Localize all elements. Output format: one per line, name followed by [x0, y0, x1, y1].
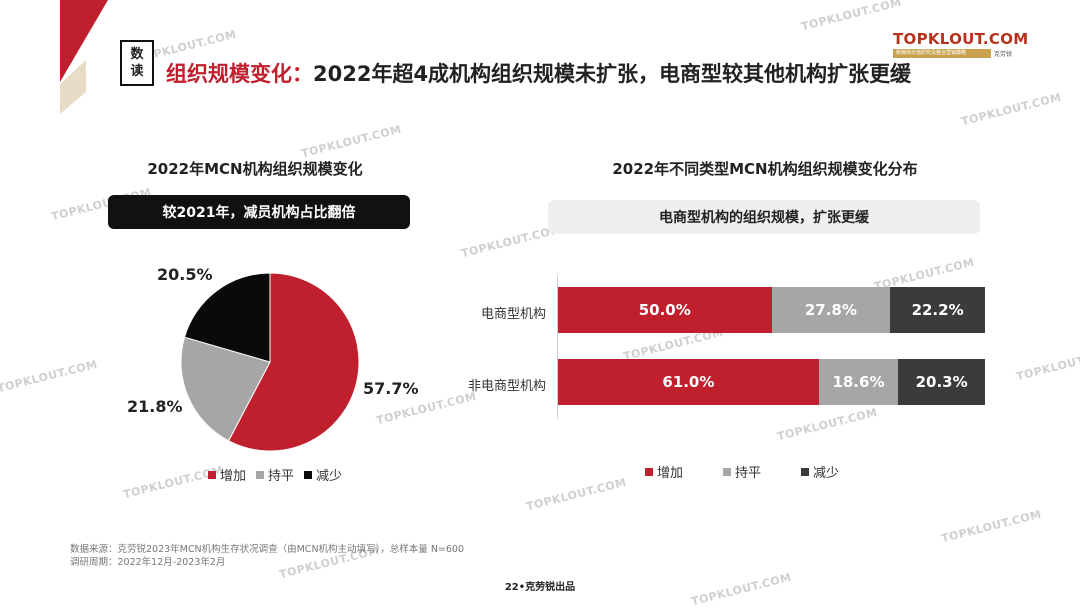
page-number: 22•克劳锐出品: [504, 582, 576, 593]
data-source-note: 数据来源：克劳锐2023年MCN机构生存状况调查（由MCN机构主动填写），总样本…: [70, 544, 465, 555]
category-axis-line: [557, 275, 558, 419]
legend-label: 持平: [268, 469, 295, 484]
legend-label: 持平: [735, 466, 762, 481]
survey-period-note: 调研周期：2022年12月-2023年2月: [70, 557, 226, 568]
legend-swatch-decrease: [801, 467, 810, 476]
pie-chart-callout: 较2021年，减员机构占比翻倍: [108, 195, 410, 229]
legend-item-flat: 持平: [723, 462, 761, 481]
category-label: 电商型机构: [480, 307, 546, 322]
bar-segment-decrease: 22.2%: [890, 287, 985, 333]
pie-slice-flat: [180, 336, 271, 442]
watermark: TOPKLOUT.COM: [939, 507, 1043, 546]
corner-decoration: [60, 0, 108, 114]
legend-item-decrease: 减少: [304, 465, 342, 484]
legend-item-decrease: 减少: [801, 462, 839, 481]
legend-label: 减少: [316, 469, 343, 484]
legend-swatch-flat: [723, 467, 732, 476]
legend-label: 减少: [813, 466, 840, 481]
watermark: TOPKLOUT.COM: [799, 0, 903, 34]
watermark: TOPKLOUT.COM: [959, 90, 1063, 129]
section-badge: 数 读: [120, 40, 154, 86]
bar-segment-decrease: 20.3%: [898, 359, 985, 405]
bar-chart-title: 2022年不同类型MCN机构组织规模变化分布: [612, 160, 918, 178]
pie-label-decrease: 20.5%: [157, 265, 213, 284]
legend-item-increase: 增加: [208, 465, 246, 484]
category-label: 非电商型机构: [467, 379, 546, 394]
legend-label: 增加: [220, 469, 247, 484]
legend-item-flat: 持平: [256, 465, 294, 484]
brand-tagline: 新媒体价值研究及整合营销策略 克劳锐: [893, 49, 1018, 58]
legend-item-increase: 增加: [645, 462, 683, 481]
badge-char: 读: [130, 64, 144, 79]
bar-legend: 增加 持平 减少: [645, 462, 879, 481]
watermark: TOPKLOUT.COM: [1014, 345, 1080, 384]
title-highlight: 组织规模变化：: [166, 62, 313, 86]
pie-label-flat: 21.8%: [127, 397, 183, 416]
brand-tagline-text: 新媒体价值研究及整合营销策略: [893, 49, 991, 58]
pie-slice-increase: [227, 272, 360, 452]
bar-segment-increase: 61.0%: [558, 359, 819, 405]
footnotes: 数据来源：克劳锐2023年MCN机构生存状况调查（由MCN机构主动填写），总样本…: [70, 543, 464, 569]
pie-chart: [180, 272, 360, 452]
pie-legend: 增加 持平 减少: [208, 465, 352, 484]
bar-segment-flat: 27.8%: [771, 287, 891, 333]
legend-swatch-decrease: [304, 470, 313, 479]
watermark: TOPKLOUT.COM: [524, 475, 628, 514]
legend-swatch-increase: [645, 467, 653, 476]
legend-swatch-flat: [256, 470, 265, 479]
brand-name: TOPKLOUT.COM: [893, 30, 1029, 48]
watermark: TOPKLOUT.COM: [775, 405, 879, 444]
legend-label: 增加: [657, 466, 684, 481]
legend-swatch-increase: [208, 470, 216, 479]
pie-label-increase: 57.7%: [363, 379, 419, 398]
bar-segment-flat: 18.6%: [818, 359, 899, 405]
bar-segment-increase: 50.0%: [558, 287, 772, 333]
brand-logo: TOPKLOUT.COM 新媒体价值研究及整合营销策略 克劳锐: [893, 30, 1029, 58]
pie-chart-title: 2022年MCN机构组织规模变化: [147, 160, 363, 178]
bar-chart-callout: 电商型机构的组织规模，扩张更缓: [548, 200, 980, 234]
watermark: TOPKLOUT.COM: [299, 122, 403, 161]
badge-char: 数: [130, 47, 144, 62]
page-title: 组织规模变化：2022年超4成机构组织规模未扩张，电商型较其他机构扩张更缓: [166, 58, 911, 88]
brand-tag-name: 克劳锐: [994, 51, 1013, 58]
pie-slice-decrease: [183, 272, 271, 363]
title-rest: 2022年超4成机构组织规模未扩张，电商型较其他机构扩张更缓: [313, 62, 912, 86]
watermark: TOPKLOUT.COM: [0, 357, 99, 396]
